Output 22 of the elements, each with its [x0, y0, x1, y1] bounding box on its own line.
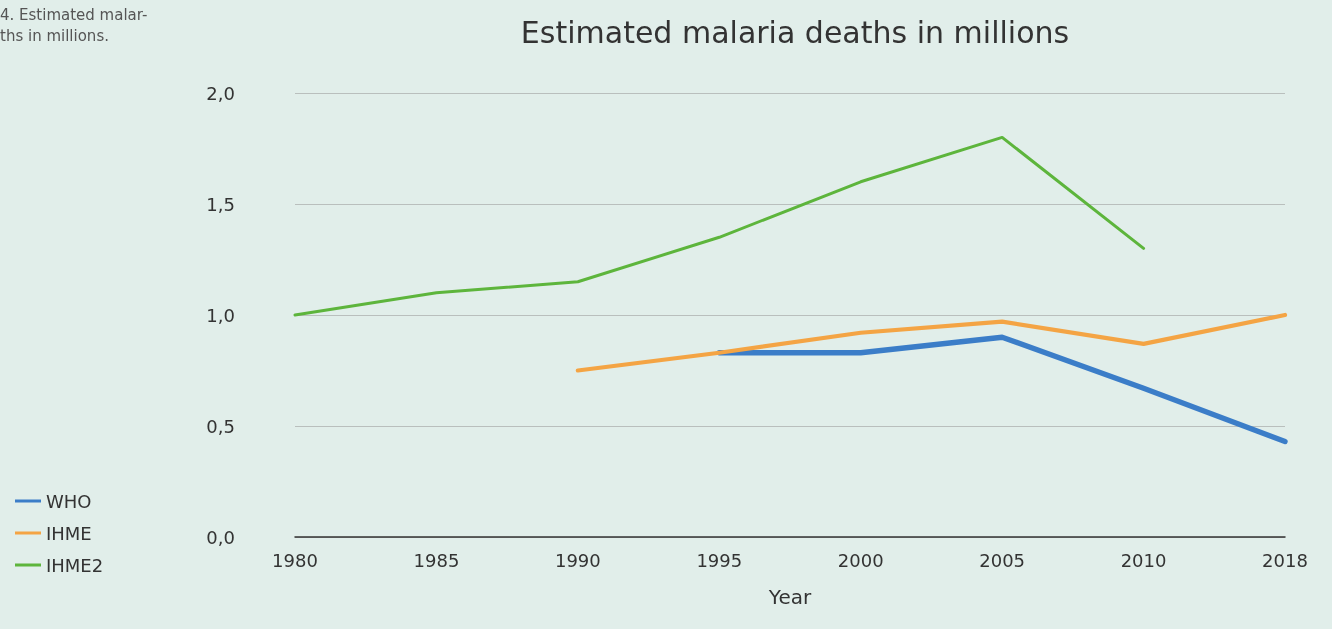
- legend-label: WHO: [46, 490, 92, 512]
- text: ths in millions.: [0, 27, 109, 45]
- y-tick-label: 0,0: [206, 526, 235, 548]
- legend-label: IHME: [46, 522, 92, 544]
- x-tick-label: 1985: [413, 549, 460, 571]
- x-axis-title: Year: [767, 585, 812, 609]
- x-tick-label: 2000: [837, 549, 884, 571]
- y-tick-label: 2,0: [206, 82, 235, 104]
- chart-title: Estimated malaria deaths in millions: [520, 14, 1070, 50]
- x-tick-label: 2018: [1262, 549, 1308, 571]
- y-tick-label: 1,5: [206, 193, 235, 215]
- line-series: [575, 312, 1288, 373]
- x-tick-label: 1980: [272, 549, 318, 571]
- line-series: [293, 135, 1146, 317]
- text: 4. Estimated malar-: [0, 6, 148, 24]
- y-tick-label: 1,0: [206, 304, 235, 326]
- y-tick-label: 0,5: [206, 415, 235, 437]
- legend-label: IHME2: [46, 554, 104, 576]
- x-tick-label: 1990: [554, 549, 601, 571]
- x-tick-label: 1995: [696, 549, 743, 571]
- x-tick-label: 2010: [1120, 549, 1167, 571]
- x-tick-label: 2005: [979, 549, 1026, 571]
